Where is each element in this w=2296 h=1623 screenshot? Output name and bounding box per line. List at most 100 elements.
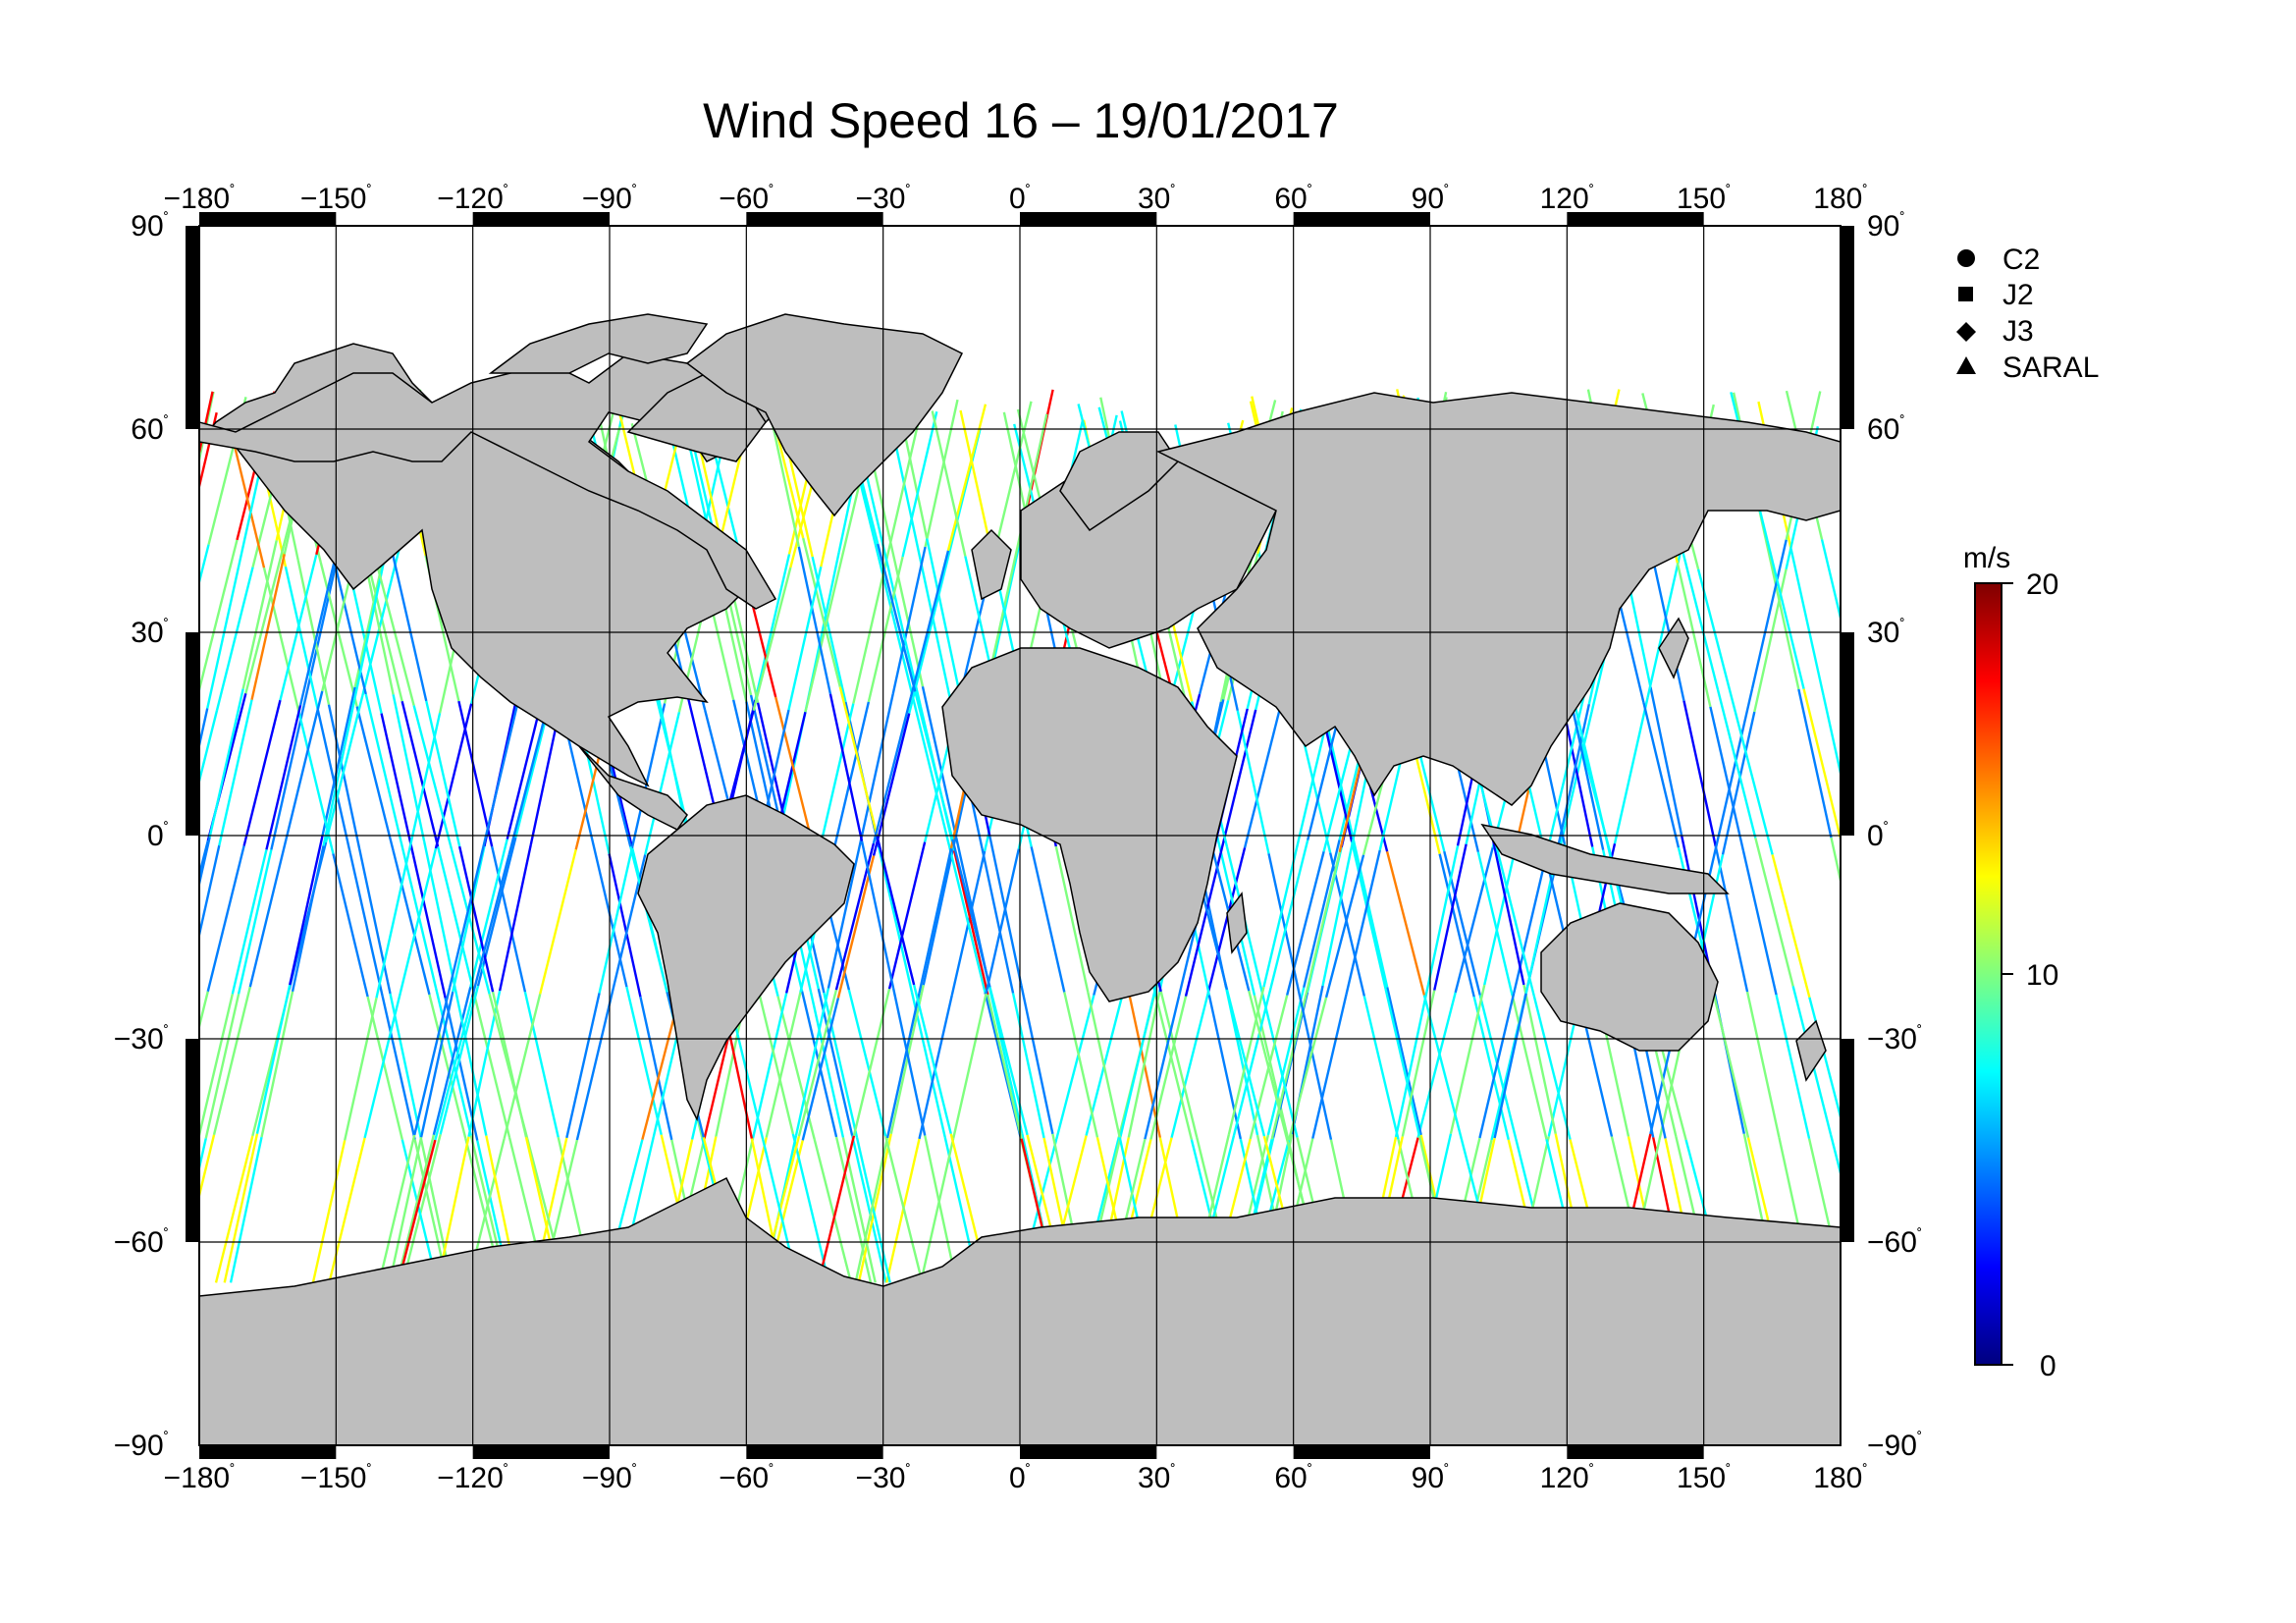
track-segment xyxy=(885,993,921,1139)
track-segment xyxy=(419,991,454,1138)
track-segment xyxy=(629,846,668,993)
track-segment xyxy=(565,993,601,1139)
track-segment xyxy=(381,996,416,1140)
track-segment xyxy=(115,688,147,837)
track-segment xyxy=(113,996,144,1139)
track-segment xyxy=(199,991,209,1032)
land-madagascar xyxy=(1226,892,1248,954)
track-segment xyxy=(1682,700,1717,847)
track-segment xyxy=(434,997,474,1141)
track-segment xyxy=(470,854,510,999)
track-segment xyxy=(951,839,991,988)
longitude-tick-label: 120˚ xyxy=(1540,1462,1594,1494)
track-segment xyxy=(921,686,957,837)
track-segment xyxy=(199,708,209,751)
track-segment xyxy=(1493,993,1527,1139)
track-segment xyxy=(878,846,914,993)
longitude-tick-label: 150˚ xyxy=(1677,1462,1731,1494)
track-segment xyxy=(401,1133,442,1283)
track-segment xyxy=(1345,849,1381,996)
legend-label-c2: C2 xyxy=(2002,243,2040,276)
track-segment xyxy=(1449,984,1486,1135)
track-segment xyxy=(361,548,400,696)
track-segment xyxy=(392,555,428,702)
track-segment xyxy=(397,1139,437,1283)
track-segment xyxy=(74,1140,110,1283)
track-segment xyxy=(924,1135,958,1283)
track-segment xyxy=(199,837,211,890)
latitude-tick-label: 90˚ xyxy=(131,210,169,243)
track-segment xyxy=(388,1136,423,1283)
track-segment xyxy=(231,849,268,995)
track-segment xyxy=(1287,997,1328,1141)
track-segment xyxy=(1184,852,1222,997)
frame-bar-left xyxy=(186,1039,199,1242)
track-segment xyxy=(1716,689,1757,839)
longitude-tick-label: 150˚ xyxy=(1677,183,1731,215)
track-segment xyxy=(994,401,1033,549)
longitude-tick-label: 90˚ xyxy=(1412,1462,1450,1494)
track-segment xyxy=(1839,837,1841,844)
frame-bar-bottom xyxy=(1020,1445,1157,1459)
track-segment xyxy=(1253,995,1290,1140)
latitude-labels-right: 90˚ 60˚ 30˚ 0˚ −30˚ −60˚ −90˚ xyxy=(1867,210,1922,1462)
track-segment xyxy=(199,1138,207,1173)
track-segment xyxy=(914,691,954,840)
track-segment xyxy=(244,546,286,694)
latitude-tick-label: −90˚ xyxy=(1867,1430,1922,1462)
track-segment xyxy=(1766,540,1805,689)
land-southeast-asia-islands xyxy=(1480,823,1730,894)
legend-label-j3: J3 xyxy=(2002,315,2034,348)
colorbar-gradient xyxy=(1974,582,2002,1366)
land-africa xyxy=(941,647,1238,1002)
track-segment xyxy=(877,543,917,692)
track-segment xyxy=(454,988,488,1136)
track-segment xyxy=(490,845,527,993)
frame-bar-bottom xyxy=(746,1445,883,1459)
track-segment xyxy=(378,1134,416,1283)
track-segment xyxy=(82,838,115,986)
track-segment xyxy=(449,839,487,988)
track-segment xyxy=(854,1137,889,1283)
track-segment xyxy=(413,987,452,1136)
track-segment xyxy=(859,693,894,842)
frame-bar-left xyxy=(186,226,199,429)
colorbar: m/s 20 10 0 xyxy=(1963,542,2059,1382)
track-segment xyxy=(498,844,532,992)
track-segment xyxy=(1754,838,1794,987)
track-segment xyxy=(1299,996,1333,1140)
chart-title: Wind Speed 16 – 19/01/2017 xyxy=(703,93,1339,148)
frame-bar-bottom xyxy=(199,1445,337,1459)
track-segment xyxy=(774,696,814,844)
colorbar-label-max: 20 xyxy=(2026,568,2058,601)
frame-bar-bottom xyxy=(1293,1445,1430,1459)
track-segment xyxy=(575,997,613,1141)
track-segment xyxy=(1750,539,1788,689)
frame-bar-right xyxy=(1841,632,1854,836)
track-segment xyxy=(151,540,183,688)
track-segment xyxy=(1206,847,1247,994)
legend-diamond-marker xyxy=(1956,322,1976,342)
track-segment xyxy=(926,538,960,688)
track-segment xyxy=(985,848,1021,995)
track-segment xyxy=(1829,1134,1841,1178)
track-segment xyxy=(1219,709,1257,854)
track-segment xyxy=(469,839,508,988)
track-segment xyxy=(58,986,89,1134)
track-segment xyxy=(358,848,392,995)
track-segment xyxy=(1721,711,1756,855)
track-segment xyxy=(27,1134,58,1282)
land-central-america xyxy=(578,745,688,831)
map-area xyxy=(27,226,1929,1445)
track-segment xyxy=(813,1139,853,1283)
track-segment xyxy=(1394,991,1428,1138)
land-canadian-islands xyxy=(488,313,709,374)
latitude-tick-label: 0˚ xyxy=(147,820,169,852)
track-segment xyxy=(319,562,358,707)
frame-bar-bottom xyxy=(472,1445,610,1459)
track-segment xyxy=(1741,850,1778,996)
track-segment xyxy=(891,988,927,1136)
track-segment xyxy=(1649,686,1683,837)
track-segment xyxy=(1896,1134,1929,1282)
track-segment xyxy=(396,1134,436,1283)
